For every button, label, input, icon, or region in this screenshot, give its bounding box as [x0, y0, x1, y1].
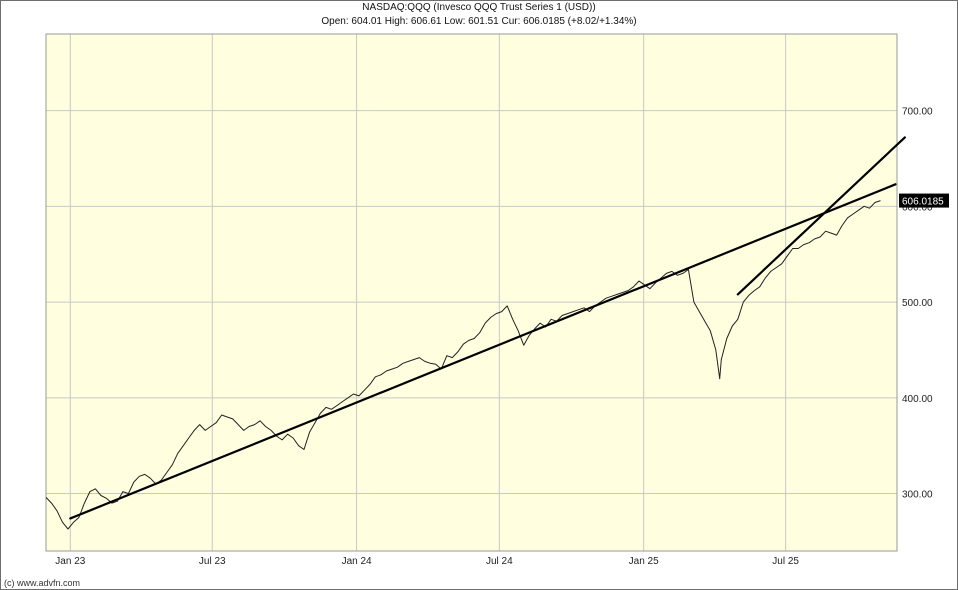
plot-border	[45, 33, 898, 552]
price-line	[46, 200, 881, 530]
y-tick-label: 700.00	[902, 107, 933, 118]
chart-title: NASDAQ:QQQ (Invesco QQQ Trust Series 1 (…	[362, 2, 596, 13]
y-tick-label: 500.00	[902, 298, 933, 309]
x-tick-label: Jul 23	[199, 556, 226, 567]
trend-line	[69, 183, 897, 520]
x-tick-label: Jan 23	[55, 556, 85, 567]
trend-line	[736, 136, 906, 296]
y-tick-label: 400.00	[902, 394, 933, 405]
plot-area	[46, 34, 897, 551]
x-tick-label: Jan 25	[629, 556, 659, 567]
y-tick-label: 300.00	[902, 490, 933, 501]
x-tick-label: Jul 24	[486, 556, 513, 567]
y-tick-label: 600.00	[902, 202, 933, 213]
x-tick-label: Jan 24	[342, 556, 372, 567]
footer-credit: (c) www.advfn.com	[4, 578, 81, 588]
current-price-tag	[899, 193, 949, 208]
current-price-label: 606.0185	[902, 197, 944, 208]
x-tick-label: Jul 25	[772, 556, 799, 567]
chart-subtitle: Open: 604.01 High: 606.61 Low: 601.51 Cu…	[321, 16, 637, 27]
